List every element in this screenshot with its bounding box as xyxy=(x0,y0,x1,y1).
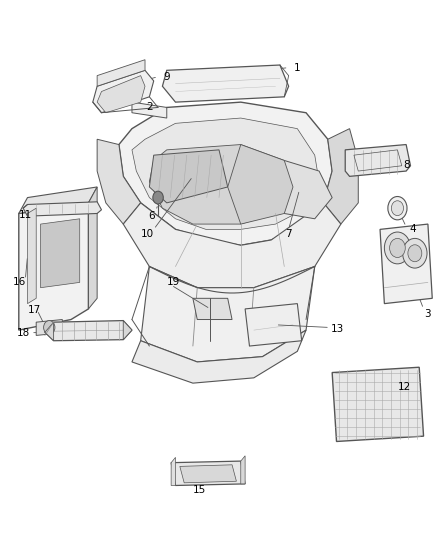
Polygon shape xyxy=(323,128,358,224)
Text: 1: 1 xyxy=(294,63,300,72)
Polygon shape xyxy=(19,203,88,330)
Text: 13: 13 xyxy=(331,324,344,334)
Polygon shape xyxy=(36,319,62,335)
Polygon shape xyxy=(45,320,132,341)
Text: 15: 15 xyxy=(193,485,206,495)
Text: 19: 19 xyxy=(167,277,180,287)
Polygon shape xyxy=(97,76,145,113)
Text: 2: 2 xyxy=(146,102,153,112)
Polygon shape xyxy=(88,187,97,309)
Text: 7: 7 xyxy=(285,229,292,239)
Text: 6: 6 xyxy=(148,211,155,221)
Polygon shape xyxy=(193,298,232,319)
Polygon shape xyxy=(45,322,53,341)
Polygon shape xyxy=(93,70,154,113)
Circle shape xyxy=(403,238,427,268)
Polygon shape xyxy=(171,461,245,486)
Polygon shape xyxy=(149,144,293,224)
Text: 3: 3 xyxy=(424,309,431,319)
Circle shape xyxy=(408,245,422,262)
Polygon shape xyxy=(162,65,289,102)
Polygon shape xyxy=(97,139,141,224)
Circle shape xyxy=(388,197,407,220)
Text: 8: 8 xyxy=(403,160,410,169)
Polygon shape xyxy=(123,320,132,340)
Polygon shape xyxy=(345,144,410,176)
Polygon shape xyxy=(180,465,237,483)
Polygon shape xyxy=(28,208,36,304)
Polygon shape xyxy=(241,456,245,484)
Text: 17: 17 xyxy=(28,305,41,315)
Text: 4: 4 xyxy=(410,224,416,235)
Polygon shape xyxy=(149,150,228,203)
Polygon shape xyxy=(245,304,302,346)
Polygon shape xyxy=(23,202,102,216)
Text: 11: 11 xyxy=(19,210,32,220)
Text: 10: 10 xyxy=(141,229,154,239)
Text: 16: 16 xyxy=(13,277,26,287)
Polygon shape xyxy=(97,60,145,86)
Polygon shape xyxy=(132,330,306,383)
Polygon shape xyxy=(228,144,293,224)
Circle shape xyxy=(385,232,410,264)
Circle shape xyxy=(153,191,163,204)
Polygon shape xyxy=(171,457,176,486)
Text: 18: 18 xyxy=(17,328,30,338)
Polygon shape xyxy=(380,224,432,304)
Polygon shape xyxy=(132,102,167,118)
Polygon shape xyxy=(123,203,341,288)
Polygon shape xyxy=(141,266,315,362)
Text: 12: 12 xyxy=(397,382,410,392)
Polygon shape xyxy=(132,118,319,229)
Circle shape xyxy=(44,320,55,334)
Polygon shape xyxy=(119,102,332,245)
Circle shape xyxy=(391,201,403,216)
Polygon shape xyxy=(332,367,424,441)
Text: 9: 9 xyxy=(163,71,170,82)
Polygon shape xyxy=(19,187,97,214)
Polygon shape xyxy=(41,219,80,288)
Polygon shape xyxy=(276,160,332,219)
Circle shape xyxy=(390,238,405,257)
